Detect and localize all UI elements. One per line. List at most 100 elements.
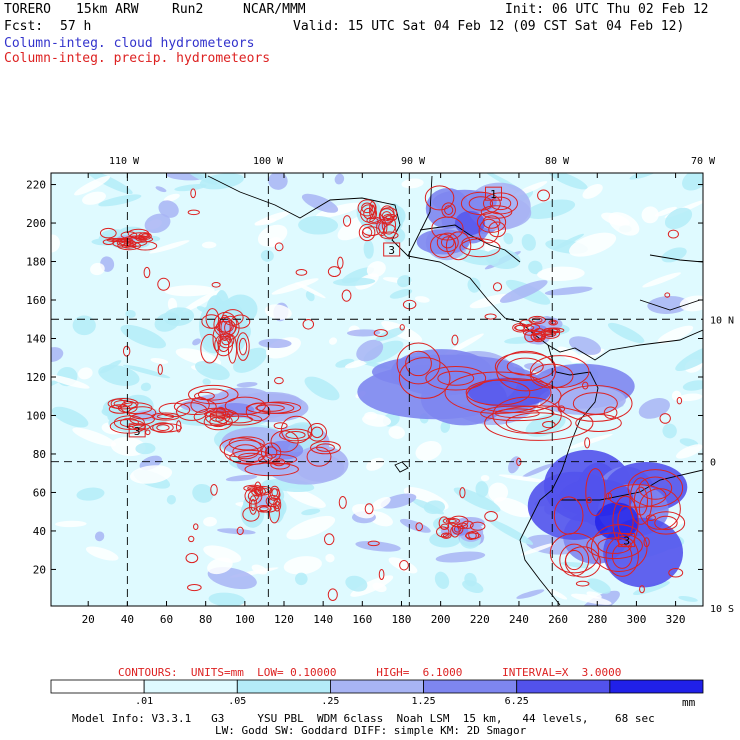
precip-contour bbox=[489, 196, 512, 211]
precip-contour bbox=[461, 236, 485, 251]
precip-contour bbox=[229, 449, 273, 465]
precip-contour bbox=[274, 500, 280, 510]
cloud-cell bbox=[267, 451, 345, 485]
cloud-speckle bbox=[488, 519, 534, 545]
cloud-speckle bbox=[467, 277, 481, 293]
contour-info: CONTOURS: UNITS=mm LOW= 0.10000 HIGH= 6.… bbox=[118, 666, 622, 679]
cloud-speckle bbox=[301, 193, 339, 213]
precip-contour bbox=[268, 503, 280, 524]
precip-contour bbox=[175, 420, 182, 433]
y-tick-label: 200 bbox=[26, 217, 46, 230]
precip-contour bbox=[157, 364, 163, 375]
cloud-speckle bbox=[125, 309, 136, 319]
precip-contour bbox=[442, 533, 450, 538]
precip-contour bbox=[102, 239, 115, 245]
max-value-box bbox=[484, 186, 502, 201]
x-tick-label: 200 bbox=[431, 613, 451, 626]
precip-contour bbox=[465, 531, 477, 540]
precip-contour bbox=[451, 334, 459, 346]
colorbar-segment bbox=[609, 679, 704, 694]
longitude-label: 110 W bbox=[109, 156, 140, 167]
precip-contour bbox=[273, 422, 288, 430]
precip-contour bbox=[201, 314, 222, 329]
precip-contour bbox=[274, 376, 284, 385]
cloud-speckle bbox=[397, 275, 412, 288]
precip-contour bbox=[444, 371, 552, 414]
precip-contour bbox=[405, 350, 432, 377]
cloud-speckle bbox=[195, 360, 230, 381]
precip-contour bbox=[190, 397, 210, 413]
cloud-speckle bbox=[345, 359, 369, 369]
cloud-speckle bbox=[123, 364, 171, 379]
cloud-speckle bbox=[498, 474, 550, 483]
cloud-speckle bbox=[185, 173, 218, 185]
precip-contour bbox=[143, 266, 151, 279]
cloud-speckle bbox=[678, 595, 698, 602]
colorbar-segment bbox=[236, 679, 331, 694]
x-tick-label: 20 bbox=[82, 613, 95, 626]
precip-contour bbox=[203, 413, 233, 431]
cloud-speckle bbox=[440, 420, 451, 433]
precip-contour bbox=[129, 232, 151, 240]
precip-contour bbox=[468, 196, 494, 211]
max-value-box bbox=[128, 423, 146, 438]
precip-contour bbox=[173, 398, 217, 415]
precip-contour bbox=[461, 520, 474, 529]
precip-contour bbox=[218, 332, 235, 349]
precip-contour bbox=[256, 401, 302, 414]
precip-contour bbox=[302, 319, 315, 330]
cloud-speckle bbox=[401, 178, 424, 189]
coastline-gulf bbox=[419, 224, 521, 263]
x-tick-label: 80 bbox=[199, 613, 212, 626]
valid-time: Valid: 15 UTC Sat 04 Feb 12 (09 CST Sat … bbox=[293, 19, 685, 34]
precip-contour bbox=[378, 568, 385, 580]
cloud-speckle bbox=[260, 249, 274, 262]
model-info-line1: Model Info: V3.3.1 G3 YSU PBL WDM 6class… bbox=[72, 712, 655, 725]
cloud-speckle bbox=[380, 493, 417, 509]
cloud-cell bbox=[432, 189, 497, 215]
model-info-line2: LW: Godd SW: Goddard DIFF: simple KM: 2D… bbox=[215, 724, 527, 737]
cloud-speckle bbox=[372, 582, 387, 593]
max-value-box bbox=[383, 242, 401, 257]
precip-contour bbox=[306, 446, 332, 467]
cloud-speckle bbox=[295, 572, 308, 586]
precip-contour bbox=[337, 256, 344, 269]
precip-contour bbox=[381, 215, 397, 235]
precip-contour bbox=[188, 384, 239, 405]
cloud-speckle bbox=[158, 200, 179, 218]
cloud-speckle bbox=[98, 364, 140, 387]
y-tick-label: 220 bbox=[26, 179, 46, 192]
cloud-speckle bbox=[682, 380, 703, 391]
cloud-speckle bbox=[469, 293, 512, 309]
cloud-speckle bbox=[493, 497, 533, 518]
cloud-speckle bbox=[325, 553, 335, 563]
x-tick-label: 140 bbox=[313, 613, 333, 626]
precip-contour bbox=[238, 337, 248, 356]
precip-contour bbox=[120, 231, 138, 239]
precip-contour bbox=[227, 334, 238, 364]
precip-contour bbox=[424, 185, 455, 211]
colorbar-segment bbox=[50, 679, 145, 694]
cloud-speckle bbox=[301, 508, 321, 516]
precip-contour bbox=[219, 437, 262, 458]
cloud-speckle bbox=[475, 481, 489, 498]
cloud-core bbox=[454, 210, 486, 236]
precip-contour bbox=[514, 324, 535, 332]
precip-contour bbox=[459, 487, 466, 499]
cloud-speckle bbox=[120, 324, 166, 349]
cloud-speckle bbox=[654, 206, 677, 217]
precip-contour bbox=[464, 532, 481, 539]
resolution-label: 15km ARW bbox=[76, 2, 139, 17]
y-tick-label: 180 bbox=[26, 256, 46, 269]
precip-contour bbox=[323, 533, 335, 546]
colorbar-segment bbox=[423, 679, 518, 694]
cloud-speckle bbox=[264, 304, 292, 320]
cloud-speckle bbox=[286, 488, 326, 508]
cloud-speckle bbox=[508, 456, 521, 474]
precip-contour bbox=[255, 404, 285, 412]
precip-contour bbox=[185, 553, 199, 564]
precip-contour bbox=[358, 223, 376, 242]
precip-contour bbox=[559, 543, 590, 577]
cloud-speckle bbox=[464, 572, 477, 587]
precip-contour bbox=[582, 381, 589, 390]
